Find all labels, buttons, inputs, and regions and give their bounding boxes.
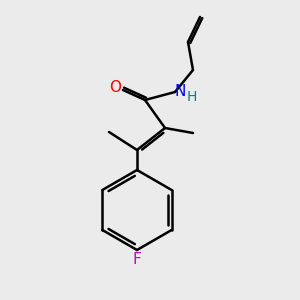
Text: H: H	[187, 90, 197, 104]
Text: N: N	[174, 83, 186, 98]
Text: O: O	[109, 80, 121, 95]
Text: F: F	[133, 253, 141, 268]
